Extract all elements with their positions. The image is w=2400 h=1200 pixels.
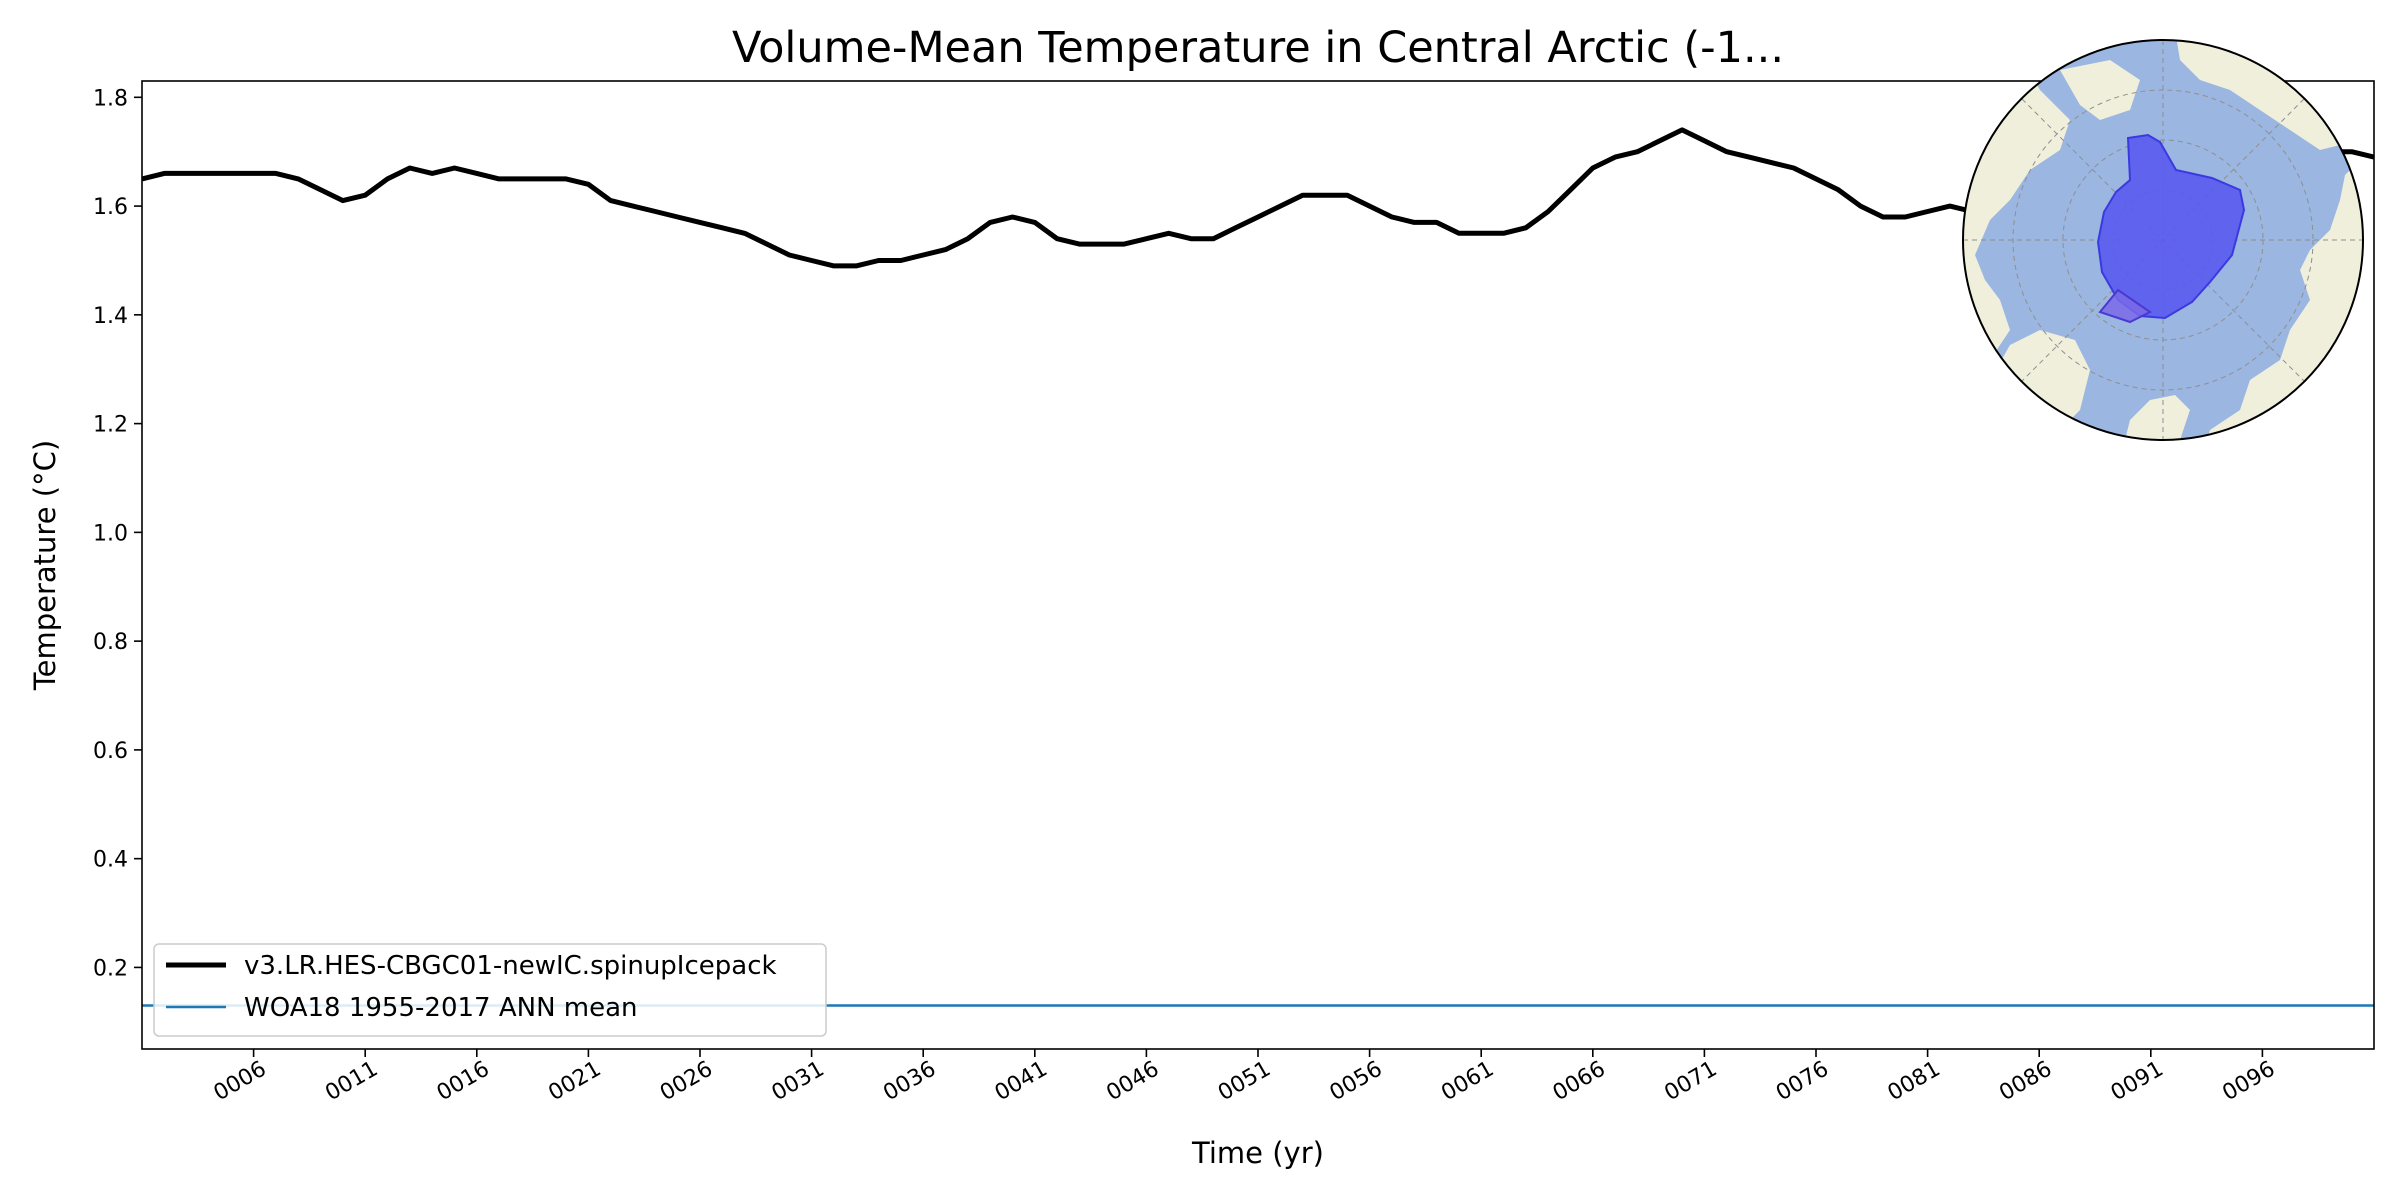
x-axis-label: Time (yr) [1191,1136,1324,1170]
y-axis-label: Temperature (°C) [28,440,62,691]
y-tick-label: 0.6 [93,739,128,764]
inset-map-region-tail [2098,288,2152,324]
y-tick-label: 0.8 [93,630,128,655]
y-tick-label: 1.2 [93,413,128,438]
inset-map-region [2096,133,2246,320]
y-tick-label: 0.2 [93,956,128,981]
legend-box [153,943,827,1037]
landmass-scandinavia [2120,395,2190,440]
y-tick-label: 1.0 [93,521,128,546]
legend-label-woa: WOA18 1955-2017 ANN mean [244,993,638,1023]
y-tick-label: 1.8 [93,86,128,111]
legend: v3.LR.HES-CBGC01-newIC.spinupIcepack WOA… [153,943,827,1037]
legend-label-model: v3.LR.HES-CBGC01-newIC.spinupIcepack [244,951,777,981]
chart-title: Volume-Mean Temperature in Central Arcti… [732,23,1784,73]
landmass-arctic-archipelago [2060,60,2140,120]
y-axis-ticks: 0.2 0.4 0.6 0.8 1.0 1.2 1.4 1.6 1.8 [93,86,142,981]
y-tick-label: 1.4 [93,304,128,329]
y-tick-label: 1.6 [93,195,128,220]
inset-map-frame [1962,39,2364,441]
y-tick-label: 0.4 [93,848,128,873]
